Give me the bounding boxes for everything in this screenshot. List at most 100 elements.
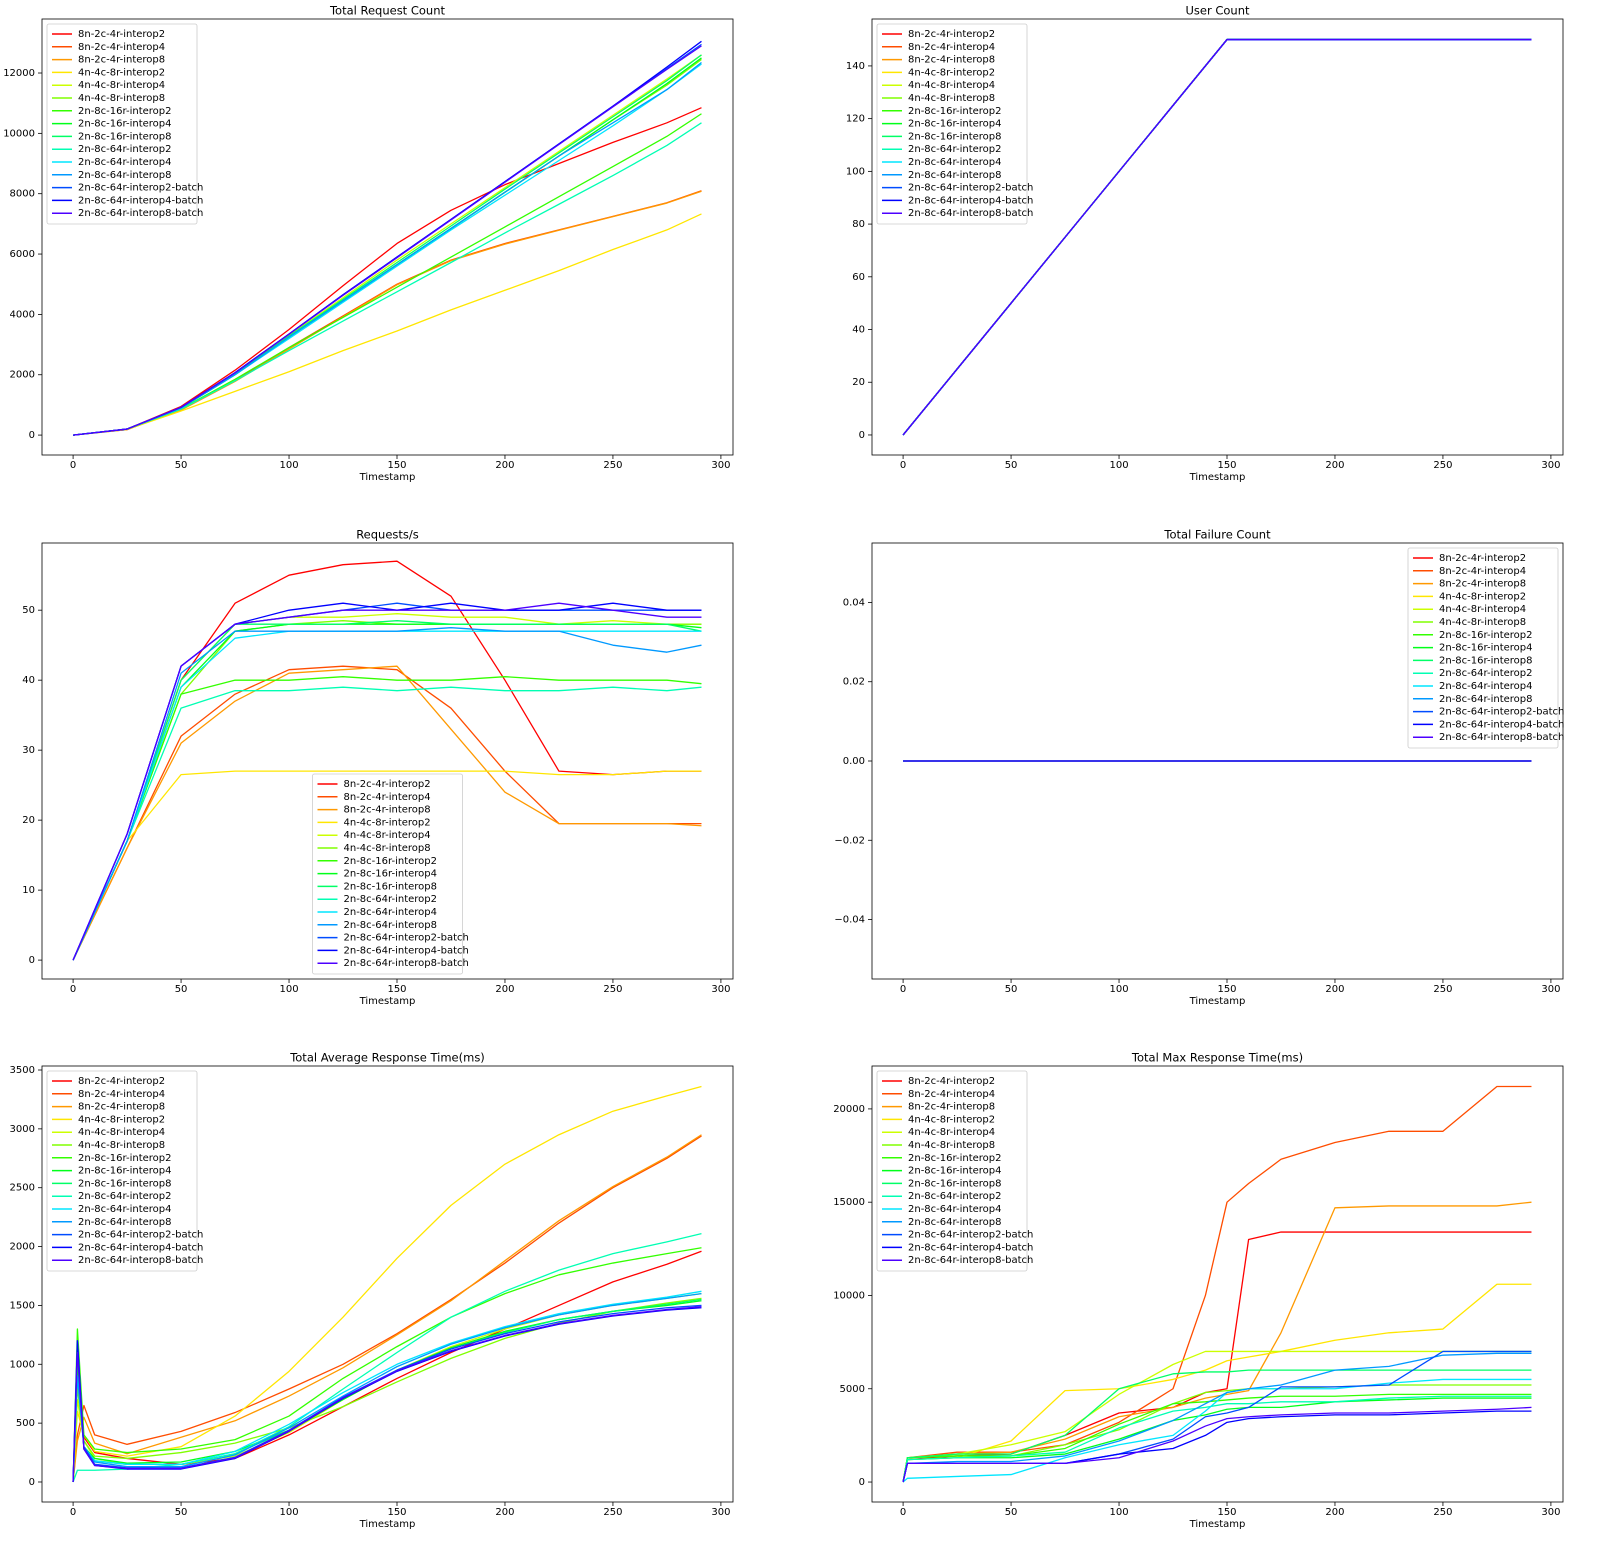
y-tick-label: 1000 [10,1359,35,1370]
x-tick-label: 50 [1005,1507,1018,1518]
legend-label: 2n-8c-64r-interop2-batch [344,933,469,944]
legend-label: 8n-2c-4r-interop8 [1439,579,1526,590]
series-line [72,602,702,961]
legend-label: 2n-8c-16r-interop2 [908,106,1002,117]
y-tick-label: 15000 [833,1197,865,1208]
plot-frame [871,1065,1564,1503]
x-tick-label: 0 [70,984,76,995]
x-tick-label: 200 [495,460,514,471]
x-tick-label: 150 [1217,1507,1236,1518]
subplot: Requests/s Timestamp 0 50 100 150 200 250 300 0 10… [22,528,734,1007]
legend-label: 2n-8c-64r-interop2-batch [78,1230,203,1241]
legend-label: 8n-2c-4r-interop2 [908,29,995,40]
legend-label: 2n-8c-64r-interop2 [344,894,438,905]
x-tick-label: 250 [603,1507,622,1518]
legend-label: 2n-8c-16r-interop2 [1439,630,1533,641]
legend-label: 8n-2c-4r-interop4 [344,792,431,803]
plot-frame [871,18,1564,456]
x-tick-label: 250 [1433,1507,1452,1518]
series-line [72,1247,702,1483]
legend-label: 2n-8c-64r-interop2-batch [78,183,203,194]
legend-label: 4n-4c-8r-interop2 [78,1114,165,1125]
legend-label: 8n-2c-4r-interop8 [344,805,431,816]
legend-label: 2n-8c-16r-interop2 [908,1153,1002,1164]
legend-box [312,773,463,975]
legend-label: 2n-8c-64r-interop8-batch [344,958,469,969]
x-tick-label: 0 [900,984,906,995]
legend-box [46,1070,198,1272]
legend-label: 8n-2c-4r-interop8 [908,1102,995,1113]
series-line [902,1231,1532,1483]
series-line [73,107,702,436]
legend-label: 8n-2c-4r-interop2 [908,1076,995,1087]
y-tick-label: 20000 [833,1104,865,1115]
x-tick-label: 300 [1541,460,1560,471]
x-tick-label: 300 [711,984,730,995]
x-tick-label: 300 [711,1507,730,1518]
y-tick-label: 0 [859,1477,865,1488]
series-line [72,1085,702,1483]
x-tick-label: 100 [1109,1507,1128,1518]
series-line [72,770,702,961]
legend-label: 2n-8c-64r-interop2 [1439,668,1533,679]
y-tick-label: 0 [29,955,35,966]
legend-label: 2n-8c-64r-interop8-batch [908,208,1033,219]
legend-label: 4n-4c-8r-interop8 [908,1140,995,1151]
x-tick-label: 250 [1433,460,1452,471]
chart-title: User Count [1185,4,1250,18]
x-tick-label: 300 [711,460,730,471]
x-tick-label: 300 [1541,1507,1560,1518]
legend-label: 8n-2c-4r-interop8 [908,55,995,66]
series-line [72,676,702,961]
x-axis-label: Timestamp [359,472,416,483]
legend-label: 4n-4c-8r-interop8 [1439,617,1526,628]
x-tick-label: 150 [387,460,406,471]
legend-label: 4n-4c-8r-interop4 [78,1127,165,1138]
x-tick-label: 50 [175,1507,188,1518]
y-tick-label: 80 [852,219,865,230]
legend-label: 4n-4c-8r-interop8 [78,93,165,104]
legend-label: 2n-8c-64r-interop2 [908,1191,1002,1202]
legend-box [876,23,1028,225]
plot-frame [41,1065,734,1503]
legend-label: 2n-8c-64r-interop2-batch [908,1230,1033,1241]
x-tick-label: 200 [495,1507,514,1518]
series-line [902,1378,1532,1483]
x-tick-label: 150 [1217,984,1236,995]
y-tick-label: 3000 [10,1124,35,1135]
chart-title: Total Request Count [329,4,446,18]
legend-label: 2n-8c-16r-interop4 [1439,643,1533,654]
y-tick-label: 100 [846,166,865,177]
y-tick-label: 0 [29,430,35,441]
y-tick-label: 0.04 [843,597,865,608]
legend-label: 2n-8c-64r-interop2-batch [1439,707,1564,718]
series-line [72,1304,702,1483]
series-line [73,190,702,436]
legend-label: 2n-8c-64r-interop4 [344,907,438,918]
y-tick-label: 4000 [10,309,35,320]
legend-label: 2n-8c-64r-interop4-batch [78,1242,203,1253]
legend-box [876,1070,1028,1272]
x-tick-label: 100 [1109,460,1128,471]
series-line [72,665,702,961]
legend-label: 4n-4c-8r-interop2 [1439,591,1526,602]
y-tick-label: 8000 [10,189,35,200]
series-line [72,1300,702,1483]
legend-label: 8n-2c-4r-interop8 [78,55,165,66]
legend-label: 2n-8c-16r-interop4 [78,119,172,130]
y-tick-label: 1500 [10,1300,35,1311]
x-tick-label: 100 [279,460,298,471]
series-line [72,1297,702,1483]
x-tick-label: 100 [279,1507,298,1518]
subplot: Total Failure Count Timestamp 0 50 100 150 200… [834,528,1564,1008]
y-tick-label: 10000 [3,128,35,139]
legend-label: 4n-4c-8r-interop2 [344,817,431,828]
legend-label: 2n-8c-16r-interop8 [78,1178,172,1189]
series-line [902,1393,1532,1483]
legend-label: 2n-8c-16r-interop8 [908,131,1002,142]
y-tick-label: −0.02 [834,835,865,846]
legend-label: 2n-8c-64r-interop4 [78,157,172,168]
legend-label: 8n-2c-4r-interop2 [78,29,165,40]
x-tick-label: 250 [603,460,622,471]
